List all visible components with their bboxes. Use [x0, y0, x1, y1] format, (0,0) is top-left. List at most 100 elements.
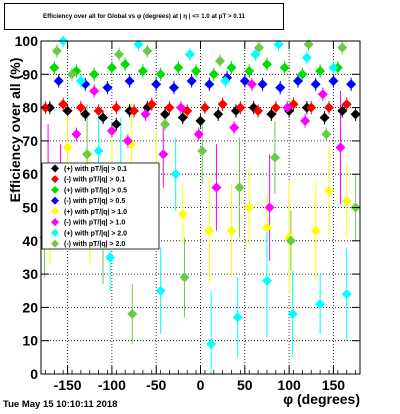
data-point — [146, 99, 157, 110]
data-point — [158, 149, 169, 160]
y-tick-label: 80 — [22, 100, 38, 116]
data-point — [206, 339, 217, 350]
data-point — [204, 225, 215, 236]
data-point — [208, 69, 219, 80]
data-point — [285, 235, 296, 246]
data-point — [179, 272, 190, 283]
data-point — [111, 102, 122, 113]
data-point — [122, 135, 133, 146]
data-point — [213, 109, 224, 120]
data-point — [317, 89, 328, 100]
data-point — [253, 105, 264, 116]
x-axis-label: φ (degrees) — [283, 391, 360, 407]
legend-marker — [51, 185, 59, 194]
legend-label: (+) with pT/|q| > 0.1 — [64, 166, 127, 173]
data-point — [53, 75, 64, 86]
x-tick-label: -50 — [146, 377, 166, 393]
legend-marker — [51, 207, 59, 216]
y-tick-label: 40 — [22, 233, 38, 249]
data-point — [315, 65, 326, 76]
data-point — [211, 182, 222, 193]
data-point — [106, 125, 117, 136]
data-point — [234, 182, 245, 193]
data-point — [337, 105, 348, 116]
data-point — [176, 102, 187, 113]
data-point — [275, 82, 286, 93]
data-point — [98, 112, 109, 123]
data-point — [105, 252, 116, 263]
x-tick-label: 0 — [197, 377, 205, 393]
data-point — [177, 112, 188, 123]
y-tick-label: 20 — [22, 299, 38, 315]
data-point — [58, 99, 69, 110]
data-point — [217, 99, 228, 110]
data-point — [62, 105, 73, 116]
data-point — [80, 109, 91, 120]
data-point — [67, 69, 78, 80]
data-point — [328, 75, 339, 86]
data-point — [306, 102, 317, 113]
data-point — [89, 69, 100, 80]
data-point — [323, 102, 334, 113]
data-point — [75, 102, 86, 113]
data-point — [127, 309, 138, 320]
data-point — [140, 109, 151, 120]
data-point — [195, 115, 206, 126]
data-point — [111, 119, 122, 130]
data-point — [261, 222, 272, 233]
data-point — [270, 102, 281, 113]
data-point — [282, 102, 293, 113]
data-point — [235, 102, 246, 113]
data-point — [142, 45, 153, 56]
data-point — [204, 79, 215, 90]
data-point — [341, 195, 352, 206]
legend-marker — [51, 239, 59, 248]
data-point — [244, 65, 255, 76]
timestamp-label: Tue May 15 10:10:11 2018 — [3, 399, 118, 410]
x-tick-label: -100 — [98, 377, 126, 393]
data-point — [170, 169, 181, 180]
data-point — [303, 39, 314, 50]
data-point — [261, 59, 272, 70]
data-point — [341, 289, 352, 300]
data-point — [164, 102, 175, 113]
legend-marker — [51, 175, 59, 184]
data-point — [113, 49, 124, 60]
data-point — [93, 105, 104, 116]
data-point — [226, 62, 237, 73]
data-point — [160, 119, 171, 130]
legend-label: (-) with pT/|q| > 1.0 — [64, 220, 125, 227]
data-point — [89, 85, 100, 96]
data-point — [71, 129, 82, 140]
data-point — [214, 55, 225, 66]
data-point — [155, 285, 166, 296]
data-point — [319, 112, 330, 123]
data-point — [297, 69, 308, 80]
data-point — [279, 62, 290, 73]
data-point — [266, 109, 277, 120]
legend-label: (-) with pT/|q| > 2.0 — [64, 241, 125, 248]
y-tick-label: 50 — [22, 200, 38, 216]
data-point — [301, 52, 312, 63]
x-tick-label: 150 — [322, 377, 346, 393]
data-point — [315, 299, 326, 310]
x-tick-label: 50 — [237, 377, 253, 393]
chart-title: Efficiency over all for Global vs φ (deg… — [42, 13, 245, 20]
data-point — [193, 129, 204, 140]
data-point — [350, 109, 361, 120]
legend-label: (-) with pT/|q| > 0.5 — [64, 198, 125, 205]
legend-label: (+) with pT/|q| > 2.0 — [64, 230, 127, 237]
data-point — [184, 49, 195, 60]
x-tick-label: 100 — [277, 377, 301, 393]
data-point — [323, 185, 334, 196]
data-point — [341, 99, 352, 110]
data-point — [93, 145, 104, 156]
data-point — [269, 152, 280, 163]
data-point — [106, 62, 117, 73]
data-point — [75, 75, 86, 86]
data-point — [129, 105, 140, 116]
legend-box — [41, 162, 160, 250]
data-point — [310, 225, 321, 236]
